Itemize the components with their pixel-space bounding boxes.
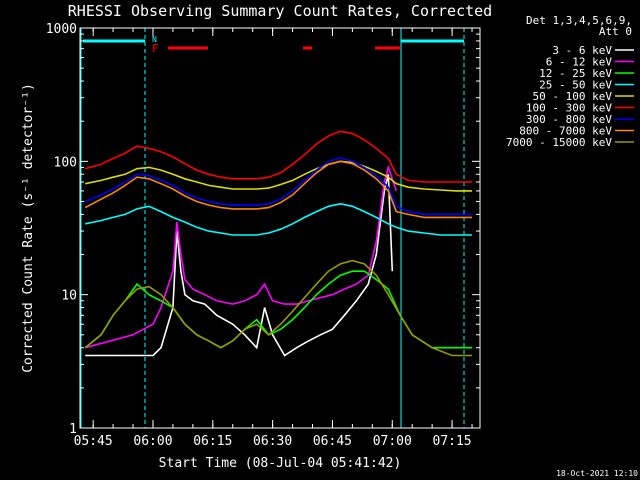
legend-entry: 25 - 50 keV [539, 79, 612, 92]
flag-label-n: N [152, 35, 157, 44]
series-line-5 [84, 130, 472, 183]
y-axis-label: Corrected Count Rate (s⁻¹ detector⁻¹) [21, 83, 36, 373]
series-line-4 [85, 160, 472, 192]
legend-entry: 3 - 6 keV [552, 44, 612, 57]
x-axis: 05:45 06:00 06:15 06:30 06:45 07:00 07:15 [74, 28, 473, 449]
chart-title: RHESSI Observing Summary Count Rates, Co… [68, 2, 492, 20]
flag-label-f: F [152, 42, 159, 55]
legend-header: Det 1,3,4,5,6,9, [526, 14, 632, 27]
plot-frame [79, 27, 481, 429]
legend-entry: 300 - 800 keV [526, 113, 612, 126]
legend-header: Att 0 [599, 25, 632, 38]
series-line-3 [85, 202, 472, 236]
legend-entry: 7000 - 15000 keV [506, 136, 612, 149]
legend-entry: 12 - 25 keV [539, 67, 612, 80]
x-tick-label: 07:00 [373, 434, 412, 449]
series-line-1 [84, 164, 398, 349]
x-tick-label: 06:30 [253, 434, 292, 449]
y-tick-label: 100 [54, 155, 77, 170]
y-axis: 1 10 100 1000 [46, 22, 480, 437]
series-line-6 [84, 157, 472, 216]
legend-entry: 100 - 300 keV [526, 102, 612, 115]
legend-entry: 800 - 7000 keV [519, 125, 612, 138]
legend-entry: 6 - 12 keV [546, 56, 613, 69]
x-axis-label: Start Time (08-Jul-04 05:41:42) [159, 456, 402, 471]
plot-area: NF [80, 28, 472, 428]
series-line-8 [84, 259, 472, 357]
series-line-0 [85, 174, 394, 357]
footer-date: 18-Oct-2021 12:10 [556, 469, 638, 478]
series-line-7 [84, 160, 472, 219]
y-tick-label: 10 [61, 289, 77, 304]
x-tick-label: 07:15 [433, 434, 472, 449]
legend-entry: 50 - 100 keV [533, 90, 613, 103]
x-tick-label: 06:45 [313, 434, 352, 449]
y-tick-label: 1 [69, 422, 77, 437]
x-tick-label: 05:45 [74, 434, 113, 449]
x-tick-label: 06:00 [133, 434, 172, 449]
x-tick-label: 06:15 [193, 434, 232, 449]
y-tick-label: 1000 [46, 22, 77, 37]
